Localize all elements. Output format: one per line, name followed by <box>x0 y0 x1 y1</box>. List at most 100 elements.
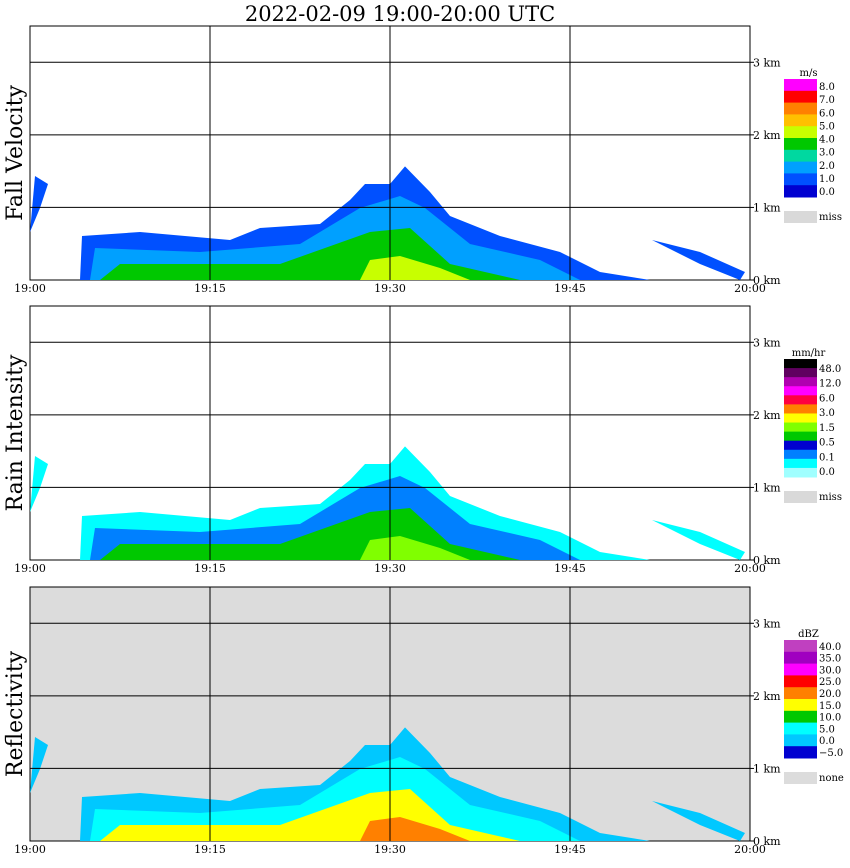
colorbar-swatch <box>784 710 817 724</box>
colorbar-label: 20.0 <box>819 689 841 700</box>
x-tick-label: 19:00 <box>14 562 46 575</box>
colorbar-swatch <box>784 467 817 478</box>
echo-core <box>360 256 470 280</box>
colorbar-swatch <box>784 126 817 139</box>
colorbar-swatch <box>784 440 817 451</box>
colorbar-swatch <box>784 173 817 186</box>
x-tick-label: 19:15 <box>194 843 226 856</box>
echo-region <box>30 456 48 512</box>
colorbar-swatch <box>784 185 817 198</box>
colorbar-missing-swatch <box>784 491 817 503</box>
echo-region <box>652 801 745 841</box>
colorbar-swatch <box>784 675 817 688</box>
colorbar-missing-label: none <box>819 773 844 784</box>
colorbar-label: 0.0 <box>819 467 835 478</box>
colorbar-missing-swatch <box>784 211 817 223</box>
x-tick-label: 19:15 <box>194 562 226 575</box>
x-tick-label: 19:45 <box>554 843 586 856</box>
echo-region <box>652 240 745 280</box>
echo-core <box>90 757 580 841</box>
y-tick-label: 0 km <box>753 554 781 567</box>
colorbar-swatch <box>784 413 817 424</box>
colorbar-label: 3.0 <box>819 148 835 159</box>
colorbar-label: 1.0 <box>819 174 835 185</box>
x-tick-label: 19:30 <box>374 843 406 856</box>
colorbar-swatch <box>784 651 817 665</box>
colorbar-swatch <box>784 663 817 676</box>
colorbar-unit: m/s <box>800 68 818 79</box>
panel-1: 19:00 19:15 19:30 19:45 20:000 km 1 km 2 km 3 k… <box>3 25 842 295</box>
colorbar-swatch <box>784 640 817 653</box>
panel-2: 19:00 19:15 19:30 19:45 20:000 km 1 km 2 km 3 k… <box>3 305 842 575</box>
colorbar-swatch <box>784 90 817 104</box>
y-axis-label: Fall Velocity <box>3 85 28 221</box>
colorbar-swatch <box>784 404 817 414</box>
echo-core <box>360 817 470 841</box>
colorbar-missing-label: miss <box>819 492 842 503</box>
x-tick-label: 19:15 <box>194 282 226 295</box>
y-tick-label: 1 km <box>753 481 781 494</box>
colorbar-label: 0.1 <box>819 452 835 463</box>
colorbar-swatch <box>784 149 817 163</box>
x-tick-label: 19:30 <box>374 282 406 295</box>
colorbar-swatch <box>784 722 817 735</box>
colorbar-swatch <box>784 359 817 369</box>
y-tick-label: 0 km <box>753 274 781 287</box>
y-axis-label: Rain Intensity <box>3 354 28 511</box>
colorbar-swatch <box>784 102 817 115</box>
colorbar-unit: mm/hr <box>792 348 826 359</box>
colorbar-label: 40.0 <box>819 642 841 653</box>
colorbar-swatch <box>784 386 817 396</box>
echo-region <box>652 520 745 560</box>
colorbar-label: 6.0 <box>819 108 835 119</box>
colorbar-label: 35.0 <box>819 654 841 665</box>
colorbar-swatch <box>784 687 817 700</box>
colorbar-swatch <box>784 746 817 759</box>
colorbar-swatch <box>784 161 817 174</box>
colorbar-label: 0.0 <box>819 736 835 747</box>
colorbar-label: 1.5 <box>819 423 835 434</box>
y-tick-label: 2 km <box>753 409 781 422</box>
colorbar-label: 48.0 <box>819 364 841 375</box>
colorbar-label: 10.0 <box>819 713 841 724</box>
colorbar-label: 6.0 <box>819 393 835 404</box>
colorbar-swatch <box>784 734 817 747</box>
y-tick-label: 1 km <box>753 201 781 214</box>
echo-core <box>90 476 580 560</box>
x-tick-label: 20:00 <box>734 282 766 295</box>
colorbar-label: 12.0 <box>819 379 841 390</box>
colorbar-label: 15.0 <box>819 701 841 712</box>
colorbar-swatch <box>784 377 817 387</box>
echo-core <box>360 536 470 560</box>
colorbar-swatch <box>784 458 817 469</box>
colorbar-label: −5.0 <box>819 748 843 759</box>
y-tick-label: 1 km <box>753 762 781 775</box>
x-tick-label: 19:45 <box>554 562 586 575</box>
x-tick-label: 19:30 <box>374 562 406 575</box>
colorbar-swatch <box>784 368 817 378</box>
panel-3: 19:00 19:15 19:30 19:45 20:000 km 1 km 2 km 3 k… <box>3 586 844 856</box>
colorbar-missing-label: miss <box>819 212 842 223</box>
echo-region <box>30 737 48 793</box>
x-tick-label: 20:00 <box>734 562 766 575</box>
colorbar-swatch <box>784 79 817 92</box>
colorbar-label: 3.0 <box>819 408 835 419</box>
y-tick-label: 3 km <box>753 56 781 69</box>
echo-core <box>90 196 580 280</box>
colorbar-label: 5.0 <box>819 121 835 132</box>
colorbar-swatch <box>784 395 817 405</box>
colorbar-label: 2.0 <box>819 161 835 172</box>
colorbar-swatch <box>784 114 817 127</box>
x-tick-label: 19:00 <box>14 843 46 856</box>
y-tick-label: 0 km <box>753 835 781 848</box>
colorbar-label: 8.0 <box>819 82 835 93</box>
y-tick-label: 3 km <box>753 336 781 349</box>
colorbar-label: 5.0 <box>819 724 835 735</box>
x-tick-label: 19:45 <box>554 282 586 295</box>
colorbar-label: 4.0 <box>819 135 835 146</box>
echo-region <box>30 176 48 232</box>
y-axis-label: Reflectivity <box>3 650 28 777</box>
colorbar-swatch <box>784 699 817 712</box>
colorbar-missing-swatch <box>784 772 817 784</box>
